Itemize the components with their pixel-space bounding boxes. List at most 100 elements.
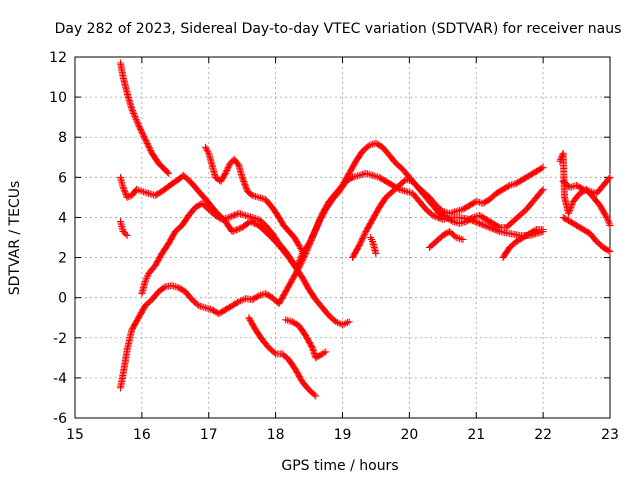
data-point-trail <box>223 302 235 313</box>
data-point-trail <box>156 284 168 295</box>
data-point-trail <box>187 179 202 194</box>
data-point-trail <box>269 205 282 220</box>
data-point-trail <box>239 175 251 194</box>
data-point <box>138 187 146 195</box>
data-point-trail <box>594 183 606 196</box>
data-point-trail <box>276 241 289 254</box>
series-sat-o <box>559 213 614 256</box>
data-point-trail <box>410 191 422 204</box>
data-point-trail <box>514 176 526 187</box>
data-point-trail <box>487 191 499 202</box>
data-point-trail <box>480 196 492 207</box>
data-point-trail <box>256 217 268 228</box>
data-point-trail <box>369 205 383 222</box>
data-point-trail <box>567 218 579 229</box>
data-point-trail <box>246 315 259 332</box>
series-sat-e <box>138 139 547 298</box>
data-point-trail <box>353 149 366 164</box>
data-point-trail <box>306 387 318 399</box>
data-point-trail <box>386 153 399 166</box>
data-point <box>456 219 464 227</box>
data-point <box>539 185 547 193</box>
chart-title: Day 282 of 2023, Sidereal Day-to-day VTE… <box>55 21 622 37</box>
axis-ticks: 15 16 17 18 19 20 21 22 23 -6 -4 -2 0 2 4 6 8 10 12 <box>49 50 619 443</box>
data-point-trail <box>423 207 435 218</box>
data-point-trail <box>216 307 228 317</box>
data-point-trail <box>534 164 546 175</box>
data-point <box>242 211 250 219</box>
data-point <box>362 169 370 177</box>
data-point-trail <box>281 223 292 234</box>
data-point-trail <box>173 223 185 234</box>
series-sat-b <box>116 171 353 329</box>
series-sat-a <box>116 59 173 177</box>
data-point-trail <box>296 243 306 254</box>
data-point-trail <box>290 319 302 329</box>
data-point-trail <box>527 168 539 179</box>
data-point-trail <box>340 318 352 328</box>
data-point <box>228 227 236 235</box>
data-point-trail <box>565 199 577 216</box>
data-point-trail <box>120 75 131 96</box>
data-point-trail <box>383 178 395 189</box>
data-point <box>128 105 136 113</box>
data-point <box>123 231 131 239</box>
data-point-trail <box>257 290 268 299</box>
data-point-trail <box>440 208 452 217</box>
data-point-trail <box>129 315 142 332</box>
data-point-trail <box>259 337 272 350</box>
series-sat-f <box>201 143 306 256</box>
data-point <box>566 183 574 191</box>
y-tick-label: 12 <box>49 50 67 66</box>
data-point-trail <box>119 347 131 376</box>
series-sat-h <box>282 316 330 362</box>
data-point-trail <box>276 215 287 228</box>
data-point-trail <box>128 107 142 128</box>
data-point-trail <box>404 188 415 197</box>
data-point-trail <box>500 245 513 260</box>
data-point-trail <box>291 235 302 248</box>
data-point-trail <box>263 197 275 210</box>
data-point-trail <box>587 231 600 244</box>
data-point-trail <box>570 191 583 204</box>
series-sat-n <box>559 173 614 197</box>
data-point-trail <box>213 174 223 184</box>
data-point-trail <box>289 265 302 282</box>
series-sat-j <box>367 234 380 258</box>
data-points <box>116 59 614 400</box>
data-point <box>372 250 380 258</box>
data-point-trail <box>601 244 613 255</box>
y-axis-label: SDTVAR / TECUs <box>7 181 23 296</box>
data-point-trail <box>282 277 296 294</box>
data-point-trail <box>356 229 369 248</box>
data-point-trail <box>561 179 573 190</box>
data-point-trail <box>517 207 529 218</box>
data-point-trail <box>280 351 292 363</box>
data-point-trail <box>125 192 134 201</box>
series-sat-d <box>116 217 131 239</box>
data-point-trail <box>451 218 462 227</box>
data-point-trail <box>404 176 415 185</box>
y-tick-label: -2 <box>53 331 67 347</box>
data-point-trail <box>494 186 506 197</box>
data-point-trail <box>252 327 265 343</box>
data-point-trail <box>220 214 231 223</box>
data-point-trail <box>326 313 338 325</box>
data-point <box>133 185 141 193</box>
data-point <box>345 318 353 326</box>
data-point-trail <box>370 172 382 181</box>
data-point <box>255 292 263 300</box>
data-point-trail <box>477 212 489 223</box>
data-point-trail <box>471 212 482 221</box>
data-point-trail <box>447 229 459 240</box>
data-point <box>402 175 410 183</box>
data-point-trail <box>326 191 339 204</box>
data-point-trail <box>524 199 536 212</box>
data-point-trail <box>204 199 218 214</box>
data-point-trail <box>250 292 262 303</box>
data-point-trail <box>142 137 155 156</box>
data-point-trail <box>507 239 519 250</box>
x-tick-label: 23 <box>601 427 619 443</box>
data-point-trail <box>299 379 312 393</box>
data-point-trail <box>124 91 135 112</box>
